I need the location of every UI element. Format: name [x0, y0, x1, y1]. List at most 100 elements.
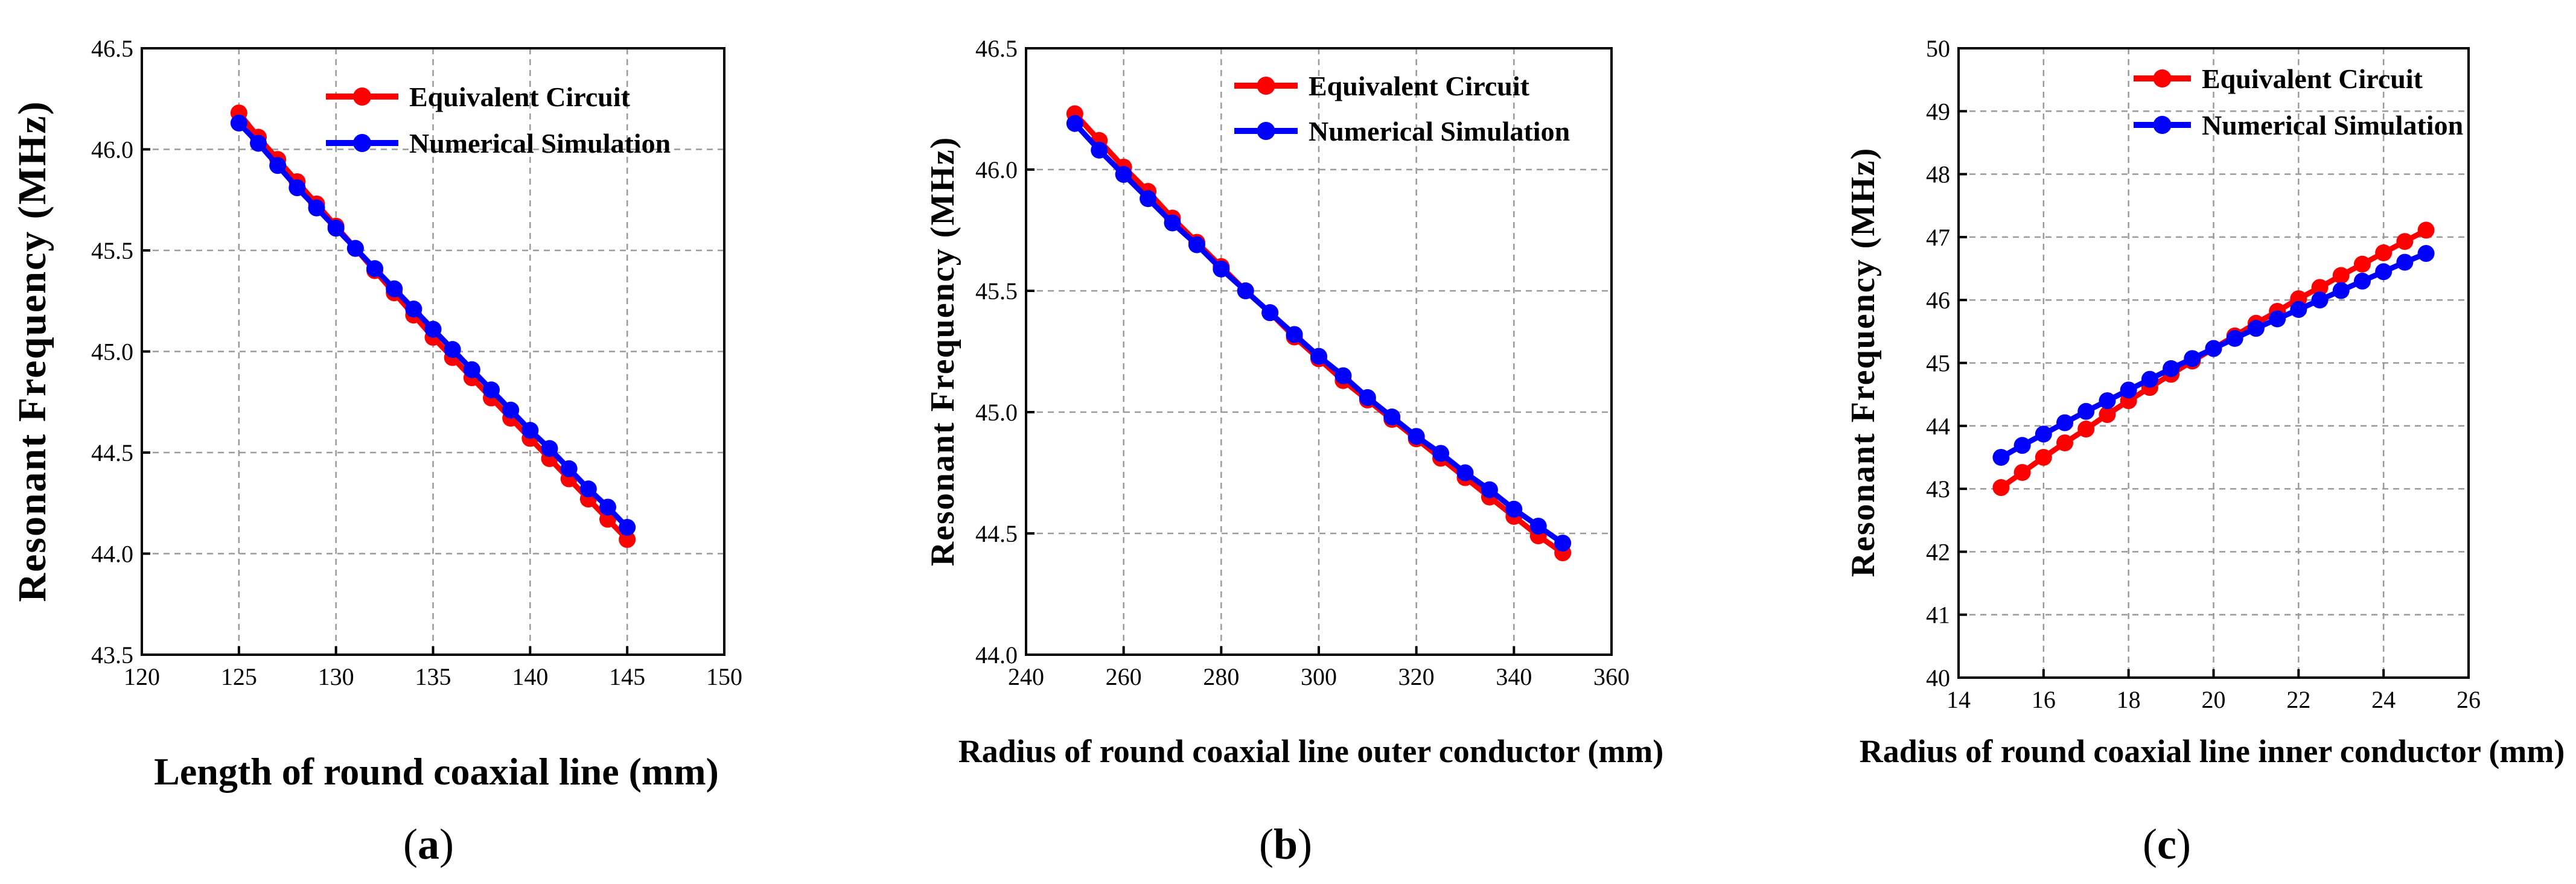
y-tick-label: 40 — [1926, 664, 1950, 692]
data-point — [579, 480, 597, 498]
chart-panel-a: 120 125 130 135 140 145 150 43.5 44.0 44.5 45.0 45.… — [10, 35, 742, 868]
data-point — [1529, 517, 1547, 535]
data-point — [2226, 329, 2243, 347]
y-tick-label: 45 — [1926, 350, 1950, 377]
data-point — [502, 401, 520, 419]
data-point — [541, 440, 558, 457]
data-point — [521, 422, 539, 439]
y-tick-label: 44.5 — [91, 439, 133, 466]
y-tick-label: 43.5 — [91, 641, 133, 669]
data-point — [2269, 310, 2286, 328]
data-point — [2141, 370, 2158, 388]
x-tick-label: 20 — [2202, 686, 2226, 713]
data-point — [2353, 255, 2371, 273]
y-tick-label: 47 — [1926, 224, 1950, 251]
y-tick-label: 45.0 — [91, 339, 133, 366]
data-point — [2417, 245, 2435, 262]
x-axis-title: Radius of round coaxial line inner condu… — [1860, 733, 2565, 769]
data-point — [405, 300, 422, 318]
data-point — [1408, 428, 1425, 445]
data-point — [327, 220, 345, 237]
data-point — [424, 320, 442, 338]
data-point — [1164, 214, 1181, 232]
data-point — [2353, 272, 2371, 290]
data-point — [1992, 479, 2010, 497]
data-point — [2099, 392, 2116, 410]
x-tick-label: 340 — [1496, 663, 1532, 690]
y-tick-label: 46.0 — [91, 136, 133, 164]
y-axis-title: Resonant Frequency (MHz) — [1844, 147, 1882, 577]
panel-label-letter: b — [1274, 820, 1298, 868]
data-point — [230, 114, 247, 132]
data-point — [2332, 282, 2350, 299]
x-tick-label: 280 — [1203, 663, 1239, 690]
data-point — [1237, 282, 1254, 299]
y-tick-label: 44 — [1926, 413, 1950, 440]
data-point — [444, 341, 461, 358]
data-point — [1140, 190, 1157, 208]
data-point — [1359, 389, 1376, 406]
x-tick-label: 14 — [1946, 686, 1971, 713]
y-tick-label: 44.0 — [975, 641, 1018, 669]
panel-label-open: ( — [403, 820, 418, 868]
y-tick-label: 46.5 — [91, 35, 133, 62]
panel-label: (c) — [2143, 820, 2191, 868]
data-point — [2375, 244, 2393, 261]
y-tick-label: 49 — [1926, 98, 1950, 125]
y-tick-label: 44.5 — [975, 520, 1018, 547]
data-point — [2120, 381, 2137, 399]
panel-label-open: ( — [2143, 820, 2157, 868]
legend-label: Equivalent Circuit — [409, 81, 631, 112]
data-point — [619, 531, 636, 549]
data-point — [2290, 300, 2307, 318]
data-point — [483, 381, 500, 399]
data-point — [2013, 463, 2031, 481]
data-point — [1115, 166, 1132, 183]
data-point — [289, 179, 306, 197]
data-point — [1505, 500, 1523, 518]
data-point — [599, 498, 616, 516]
panel-label-letter: c — [2157, 820, 2176, 868]
legend-swatch-marker — [1257, 122, 1275, 140]
data-point — [2247, 320, 2265, 337]
data-point — [2396, 253, 2414, 271]
y-tick-label: 45.5 — [91, 237, 133, 264]
y-axis-title: Resonant Frequency (MHz) — [10, 100, 54, 602]
data-point — [2013, 437, 2031, 454]
x-tick-label: 18 — [2117, 686, 2141, 713]
panel-label-letter: a — [418, 820, 439, 868]
x-tick-label: 145 — [609, 663, 645, 690]
data-point — [1554, 535, 1572, 552]
data-point — [2332, 267, 2350, 284]
y-tick-label: 50 — [1926, 35, 1950, 62]
y-tick-label: 44.0 — [91, 541, 133, 568]
data-point — [2311, 291, 2329, 309]
legend-label: Numerical Simulation — [1309, 116, 1570, 147]
data-point — [1383, 409, 1401, 426]
x-tick-label: 130 — [318, 663, 354, 690]
panel-label-close: ) — [439, 820, 454, 868]
data-point — [2163, 360, 2180, 377]
data-point — [308, 199, 325, 217]
x-tick-label: 150 — [706, 663, 742, 690]
x-tick-label: 240 — [1008, 663, 1044, 690]
x-tick-label: 24 — [2371, 686, 2396, 713]
y-axis-title: Resonant Frequency (MHz) — [924, 136, 961, 567]
data-point — [2375, 263, 2393, 281]
x-axis-title: Radius of round coaxial line outer condu… — [958, 733, 1664, 769]
legend-swatch-marker — [2153, 69, 2172, 87]
y-tick-label: 46.0 — [975, 156, 1018, 183]
data-point — [560, 460, 578, 477]
y-tick-label: 42 — [1926, 538, 1950, 565]
data-point — [463, 361, 480, 378]
data-point — [1066, 115, 1083, 132]
data-point — [346, 240, 364, 257]
y-tick-label: 41 — [1926, 602, 1950, 629]
data-point — [1286, 326, 1303, 343]
legend-label: Numerical Simulation — [409, 128, 671, 159]
chart-panel-b: 240 260 280 300 320 340 360 44.0 44.5 45.0 45.5 46.… — [924, 35, 1663, 868]
data-point — [2099, 406, 2116, 424]
data-point — [2077, 402, 2095, 420]
data-point — [1213, 260, 1230, 278]
data-point — [2205, 340, 2222, 357]
